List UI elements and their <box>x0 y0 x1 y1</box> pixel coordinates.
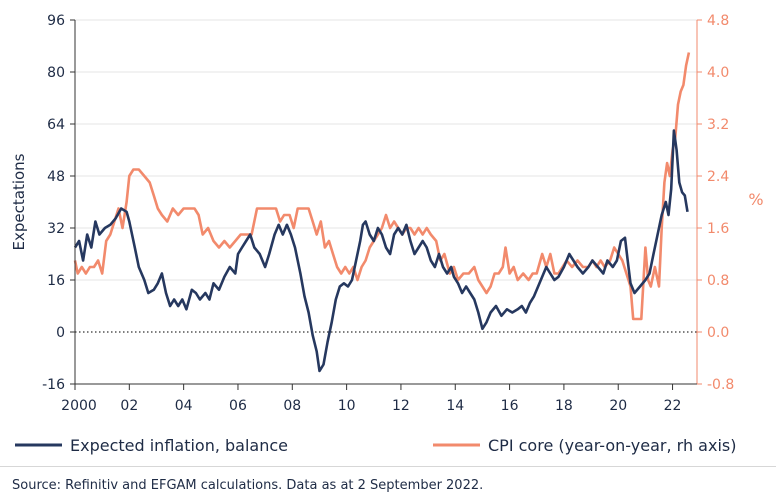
left-axis-ticks: 96 80 64 48 32 16 0 -16 <box>42 13 75 393</box>
y-tick-label-5: 16 <box>47 273 65 289</box>
y-tick-label-0: 96 <box>47 13 65 29</box>
y-axis-label: Expectations <box>10 153 28 250</box>
source-note: Source: Refinitiv and EFGAM calculations… <box>12 478 484 493</box>
x-tick-label-1: 02 <box>120 398 138 414</box>
y2-tick-label-2: 3.2 <box>707 117 729 133</box>
legend-label-cpi: CPI core (year-on-year, rh axis) <box>488 436 736 455</box>
right-axis-ticks: 4.8 4.0 3.2 2.4 1.6 0.8 0.0 -0.8 <box>697 13 734 393</box>
x-axis-ticks: 2000 02 04 06 08 10 12 14 16 18 20 22 <box>61 384 681 414</box>
y-tick-label-1: 80 <box>47 65 65 81</box>
y-tick-label-3: 48 <box>47 169 65 185</box>
chart: 96 80 64 48 32 16 0 -16 4.8 4.0 3.2 2.4 1.6 0.8 0.0 -0… <box>10 13 764 455</box>
y-tick-label-4: 32 <box>47 221 65 237</box>
expected-inflation-line <box>73 129 689 373</box>
legend: Expected inflation, balance CPI core (ye… <box>15 436 736 455</box>
x-tick-label-5: 10 <box>338 398 356 414</box>
y2-tick-label-1: 4.0 <box>707 65 729 81</box>
x-tick-label-6: 12 <box>392 398 410 414</box>
x-tick-label-0: 2000 <box>61 398 97 414</box>
x-tick-label-11: 22 <box>664 398 682 414</box>
y2-tick-label-5: 0.8 <box>707 273 729 289</box>
y-tick-label-7: -16 <box>42 377 65 393</box>
x-tick-label-8: 16 <box>501 398 519 414</box>
legend-label-expected: Expected inflation, balance <box>70 436 288 455</box>
y-tick-label-2: 64 <box>47 117 65 133</box>
y2-tick-label-0: 4.8 <box>707 13 729 29</box>
x-tick-label-3: 06 <box>229 398 247 414</box>
y2-tick-label-4: 1.6 <box>707 221 729 237</box>
x-tick-label-7: 14 <box>446 398 464 414</box>
divider <box>0 466 776 467</box>
cpi-core-line <box>73 52 691 321</box>
y-tick-label-6: 0 <box>56 325 65 341</box>
x-tick-label-2: 04 <box>175 398 193 414</box>
y2-tick-label-3: 2.4 <box>707 169 729 185</box>
grid-lines <box>75 19 697 281</box>
y2-axis-label: % <box>748 190 763 209</box>
y2-tick-label-7: -0.8 <box>707 377 734 393</box>
y2-tick-label-6: 0.0 <box>707 325 729 341</box>
x-tick-label-4: 08 <box>283 398 301 414</box>
x-tick-label-9: 18 <box>555 398 573 414</box>
x-tick-label-10: 20 <box>609 398 627 414</box>
